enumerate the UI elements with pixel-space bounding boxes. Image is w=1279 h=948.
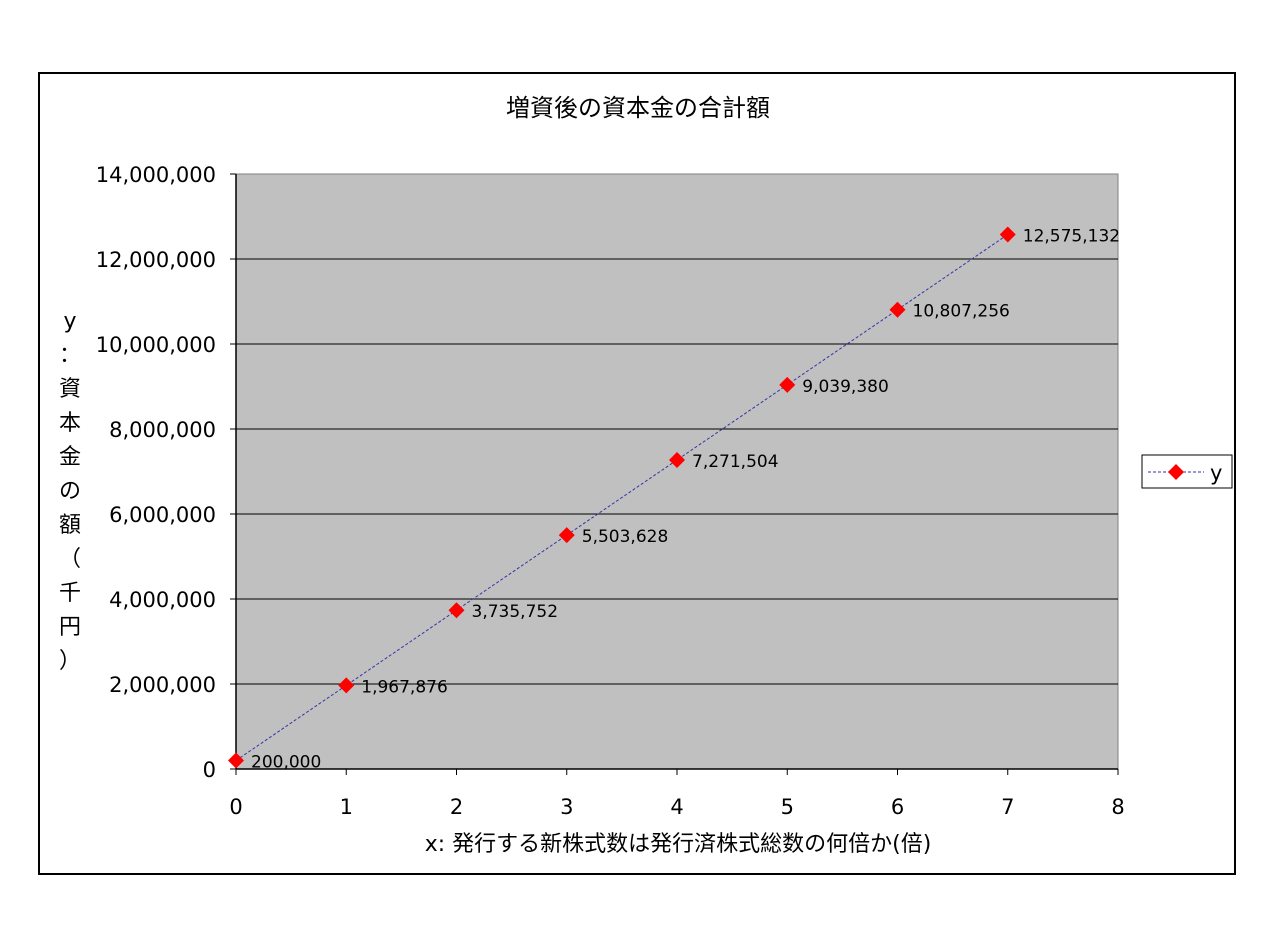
y-axis-title-char: 千	[59, 581, 81, 606]
y-axis-title-char: ）	[59, 649, 81, 674]
data-point	[669, 451, 685, 468]
y-axis-title-char: y	[63, 309, 76, 334]
x-tick-label: 7	[1001, 795, 1014, 819]
y-axis-title-char: 額	[59, 513, 81, 538]
data-label: 12,575,132	[1023, 227, 1120, 247]
x-tick-label: 6	[891, 795, 904, 819]
y-tick-label: 0	[203, 758, 216, 782]
y-tick-label: 2,000,000	[109, 673, 216, 697]
legend-marker	[1168, 464, 1184, 480]
plot-area	[235, 173, 1119, 770]
data-label: 200,000	[251, 753, 321, 773]
legend-box	[1141, 454, 1233, 489]
legend-label: y	[1210, 461, 1222, 485]
data-point	[558, 527, 575, 544]
y-axis-title-char: 円	[59, 615, 81, 640]
x-tick-label: 3	[560, 795, 573, 819]
data-label: 3,735,752	[472, 602, 559, 622]
y-tick-labels: 0 2,000,000 4,000,000 6,000,000 8,000,000 10,…	[96, 163, 216, 782]
data-label: 5,503,628	[582, 527, 669, 547]
data-label: 1,967,876	[361, 677, 448, 697]
y-tick-label: 14,000,000	[96, 163, 216, 187]
y-axis-title-char: の	[59, 479, 81, 504]
x-tick-label: 0	[229, 795, 242, 819]
x-tick-label: 1	[340, 795, 353, 819]
y-axis-title-char: ：	[59, 343, 81, 368]
series-y	[228, 226, 1016, 769]
data-label: 7,271,504	[692, 452, 779, 472]
data-label: 9,039,380	[802, 377, 889, 397]
data-point	[228, 752, 244, 769]
gridlines	[236, 258, 1118, 685]
y-axis-title-char: （	[59, 547, 81, 572]
data-labels: 200,000 1,967,876 3,735,752 5,503,628 7,271,…	[251, 227, 1120, 773]
x-axis-title: x: 発行する新株式数は発行済株式総数の何倍か(倍)	[425, 832, 932, 857]
x-tick-label: 5	[781, 795, 794, 819]
y-tick-label: 6,000,000	[109, 503, 216, 527]
series-line	[235, 234, 1009, 761]
x-tick-label: 2	[450, 795, 463, 819]
x-tick-labels: 0 1 2 3 4 5 6 7 8	[229, 795, 1124, 819]
y-axis-title-char: 金	[59, 445, 81, 470]
y-tick-label: 12,000,000	[96, 248, 216, 272]
y-axis-title-char: 資	[59, 377, 81, 402]
data-label: 10,807,256	[913, 302, 1010, 322]
data-point	[338, 677, 355, 694]
y-tick-label: 4,000,000	[109, 588, 216, 612]
data-point	[779, 376, 796, 393]
y-tick-label: 8,000,000	[109, 418, 216, 442]
chart-title: 増資後の資本金の合計額	[506, 94, 770, 122]
data-point	[999, 226, 1016, 243]
x-tick-label: 8	[1111, 795, 1124, 819]
axes	[230, 173, 1119, 775]
legend: y	[1141, 454, 1233, 489]
data-point	[889, 301, 906, 318]
y-tick-label: 10,000,000	[96, 333, 216, 357]
x-tick-label: 4	[670, 795, 683, 819]
y-axis-title-char: 本	[59, 411, 81, 436]
data-point	[448, 602, 465, 619]
